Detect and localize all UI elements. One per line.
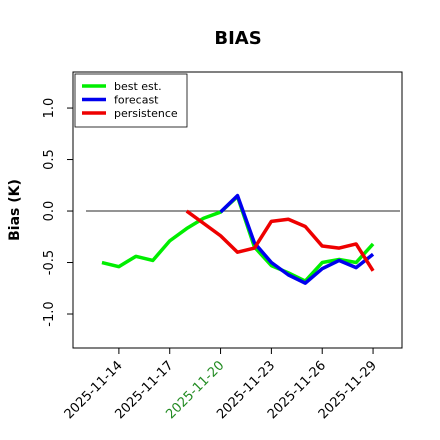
y-tick-label: 0.5 bbox=[42, 149, 57, 170]
series-line bbox=[219, 193, 375, 285]
legend-label: best est. bbox=[114, 80, 162, 93]
legend-label: persistence bbox=[114, 107, 178, 120]
y-tick-label: -0.5 bbox=[42, 250, 57, 275]
y-tick-label: -1.0 bbox=[42, 301, 57, 326]
y-axis-label: Bias (K) bbox=[7, 179, 23, 241]
series-line bbox=[101, 194, 375, 283]
y-tick-label: 1.0 bbox=[42, 98, 57, 119]
y-tick-label: 0.0 bbox=[42, 201, 57, 222]
legend-label: forecast bbox=[114, 94, 159, 107]
plot-frame bbox=[72, 71, 403, 349]
series-line bbox=[185, 209, 375, 272]
chart-title: BIAS bbox=[214, 28, 261, 49]
